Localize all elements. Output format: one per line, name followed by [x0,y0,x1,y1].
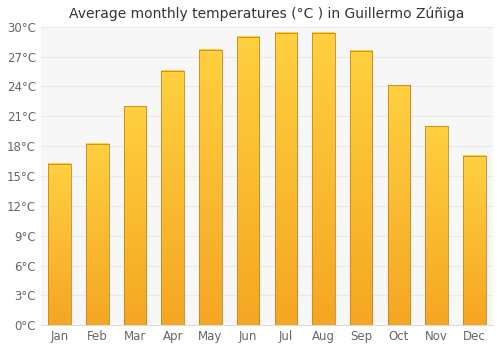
Title: Average monthly temperatures (°C ) in Guillermo Zúñiga: Average monthly temperatures (°C ) in Gu… [70,7,464,21]
